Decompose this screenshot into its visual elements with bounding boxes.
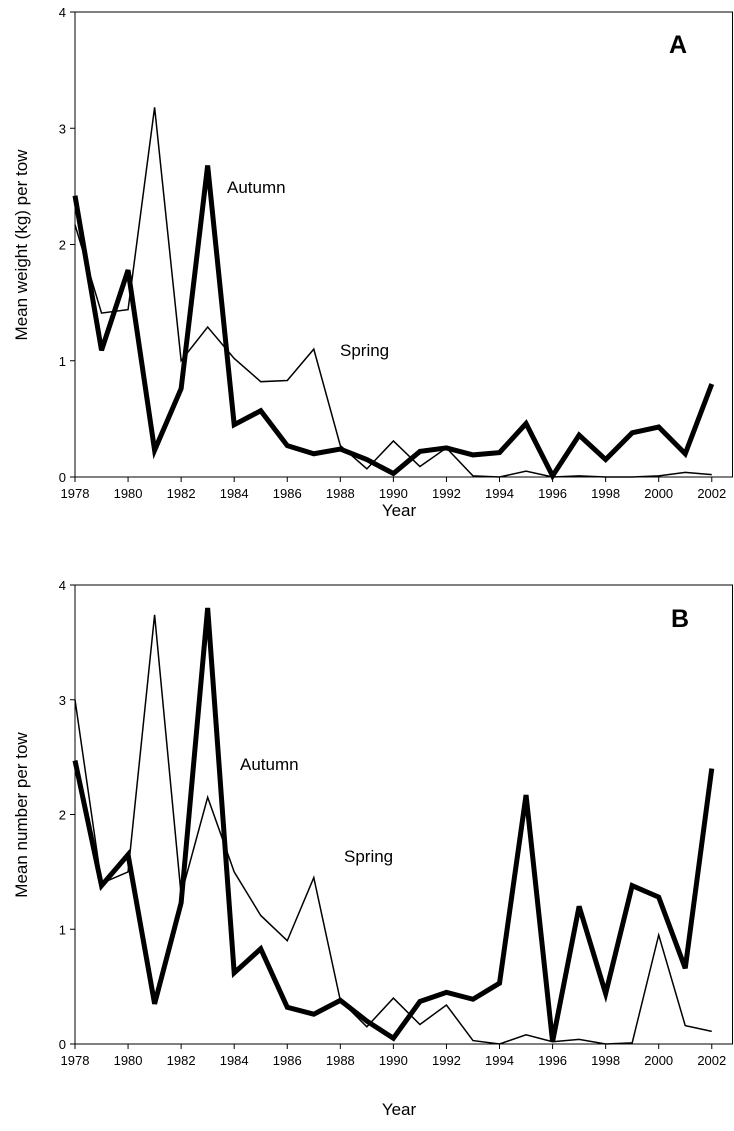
x-tick-label: 2002 <box>697 1053 726 1068</box>
x-tick-label: 1984 <box>220 486 249 501</box>
y-tick-label: 0 <box>59 1037 66 1052</box>
x-tick-label: 1998 <box>591 1053 620 1068</box>
series-line <box>74 107 712 478</box>
x-tick-label: 2002 <box>697 486 726 501</box>
x-tick-label: 1998 <box>591 486 620 501</box>
series-line <box>72 607 715 1043</box>
x-tick-label: 1992 <box>432 486 461 501</box>
x-tick-label: 2000 <box>644 486 673 501</box>
y-tick-label: 2 <box>59 808 66 823</box>
y-tick-label: 1 <box>59 354 66 369</box>
x-tick-label: 1990 <box>379 1053 408 1068</box>
x-tick-label: 1994 <box>485 486 514 501</box>
x-axis-title: Year <box>382 1100 417 1119</box>
y-tick-label: 0 <box>59 470 66 485</box>
series-line <box>72 165 715 481</box>
y-tick-label: 1 <box>59 922 66 937</box>
x-tick-label: 2000 <box>644 1053 673 1068</box>
x-tick-label: 1990 <box>379 486 408 501</box>
x-tick-label: 1982 <box>167 1053 196 1068</box>
x-tick-label: 1978 <box>61 486 90 501</box>
x-tick-label: 1984 <box>220 1053 249 1068</box>
x-tick-label: 1988 <box>326 1053 355 1068</box>
x-tick-label: 1992 <box>432 1053 461 1068</box>
x-tick-label: 1996 <box>538 486 567 501</box>
x-tick-label: 1980 <box>114 1053 143 1068</box>
x-tick-label: 1994 <box>485 1053 514 1068</box>
series-label: Spring <box>340 341 389 360</box>
x-tick-label: 1980 <box>114 486 143 501</box>
y-axis-title: Mean number per tow <box>12 732 31 898</box>
y-tick-label: 2 <box>59 238 66 253</box>
series-label: Autumn <box>240 755 299 774</box>
y-tick-label: 4 <box>59 578 66 593</box>
x-tick-label: 1978 <box>61 1053 90 1068</box>
x-tick-label: 1982 <box>167 486 196 501</box>
x-axis-title: Year <box>382 501 417 520</box>
x-tick-label: 1988 <box>326 486 355 501</box>
x-tick-label: 1986 <box>273 486 302 501</box>
x-tick-label: 1986 <box>273 1053 302 1068</box>
series-label: Spring <box>344 847 393 866</box>
series-label: Autumn <box>227 178 286 197</box>
y-tick-label: 4 <box>59 5 66 20</box>
y-tick-label: 3 <box>59 693 66 708</box>
panel-label: B <box>671 605 689 633</box>
panel-label: A <box>669 31 687 59</box>
y-tick-label: 3 <box>59 121 66 136</box>
x-tick-label: 1996 <box>538 1053 567 1068</box>
y-axis-title: Mean weight (kg) per tow <box>12 149 31 341</box>
series-line <box>74 614 712 1045</box>
